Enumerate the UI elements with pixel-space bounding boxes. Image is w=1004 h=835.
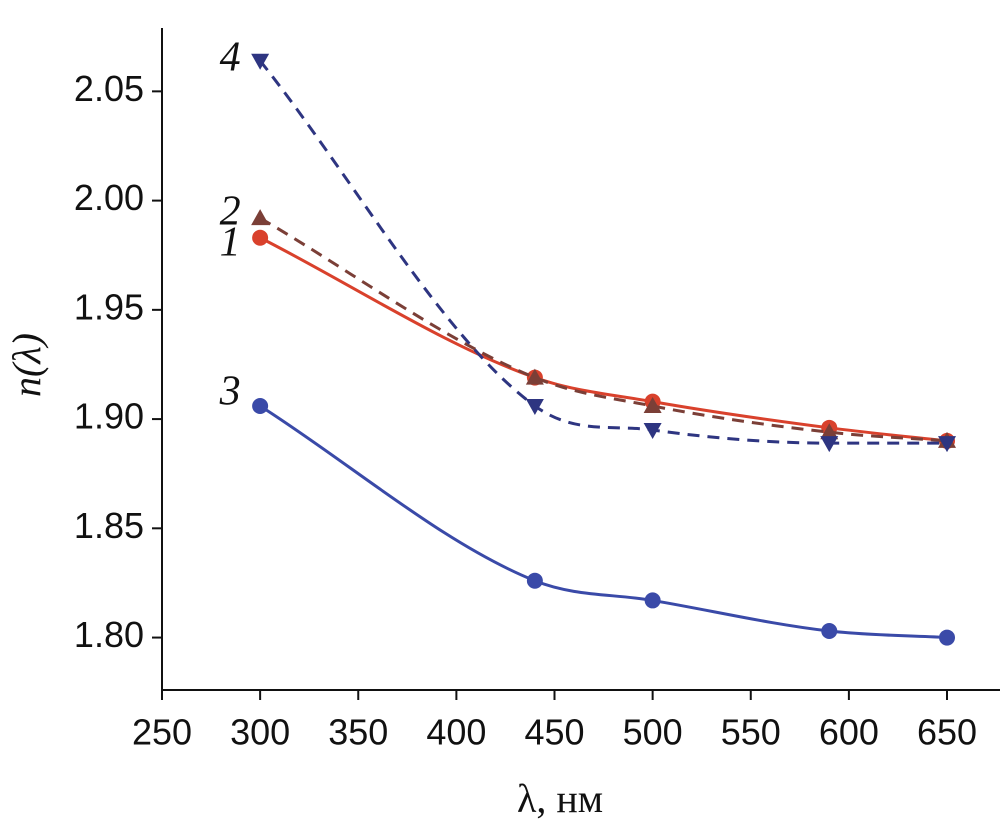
marker	[526, 572, 543, 589]
marker	[820, 423, 839, 440]
x-tick-label: 550	[721, 712, 781, 753]
marker	[251, 53, 270, 70]
x-tick-label: 300	[230, 712, 290, 753]
marker	[938, 436, 957, 453]
series-line	[259, 236, 948, 443]
x-tick-label: 250	[132, 712, 192, 753]
series-label: 4	[220, 34, 241, 80]
marker	[251, 209, 270, 226]
y-tick-label: 2.00	[74, 177, 144, 218]
series-label: 3	[219, 369, 241, 415]
marker	[821, 623, 838, 640]
series-line	[259, 404, 948, 640]
marker	[643, 396, 662, 413]
x-tick-label: 450	[524, 712, 584, 753]
y-tick-label: 1.95	[74, 286, 144, 327]
x-tick-label: 500	[623, 712, 683, 753]
series-line	[258, 59, 948, 445]
marker	[252, 397, 269, 414]
marker	[939, 629, 956, 646]
y-axis-label: n(λ)	[4, 333, 49, 397]
marker	[820, 436, 839, 453]
y-tick-label: 1.85	[74, 505, 144, 546]
marker	[525, 368, 544, 385]
x-axis-label: λ, нм	[517, 776, 603, 821]
x-tick-label: 400	[426, 712, 486, 753]
marker	[644, 592, 661, 609]
x-tick-label: 350	[328, 712, 388, 753]
series-label: 1	[220, 219, 241, 265]
marker	[643, 423, 662, 440]
y-tick-label: 1.80	[74, 614, 144, 655]
x-tick-label: 650	[917, 712, 977, 753]
marker	[252, 229, 269, 246]
series-line	[259, 216, 948, 443]
series-label: 2	[220, 189, 241, 235]
x-tick-label: 600	[819, 712, 879, 753]
marker	[525, 398, 544, 415]
y-tick-label: 1.90	[74, 396, 144, 437]
y-tick-label: 2.05	[74, 68, 144, 109]
